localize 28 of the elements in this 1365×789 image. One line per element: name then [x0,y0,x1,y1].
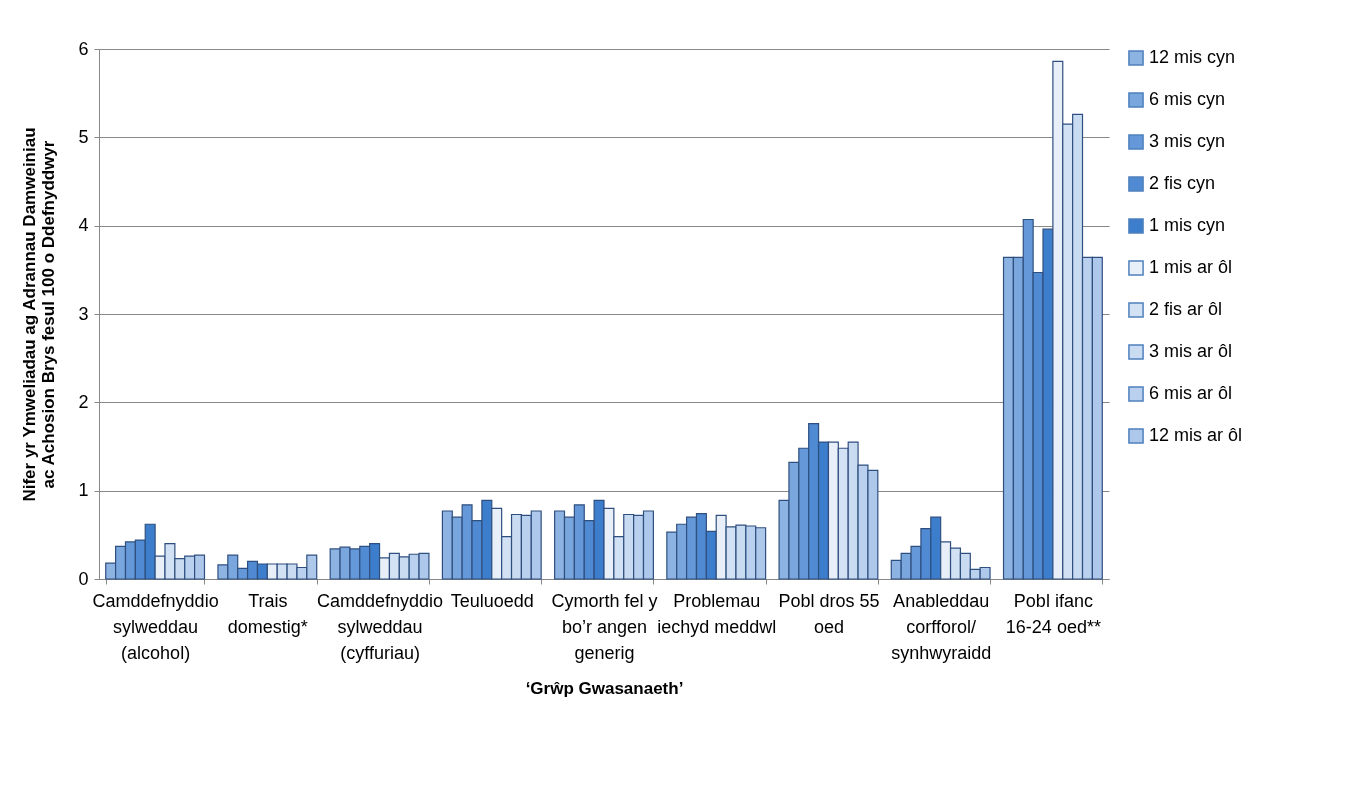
y-tick-label: 2 [78,391,89,412]
legend-label: 2 fis cyn [1149,173,1216,193]
x-tick-label: Camddefnyddio sylweddau (alcohol) [92,590,219,663]
x-tick-label: Camddefnyddio sylweddau (cyffuriau) [317,590,444,663]
legend-label: 2 fis ar ôl [1149,299,1223,319]
legend-label: 12 mis ar ôl [1149,425,1243,445]
x-tick-label: Pobl dros 55 oed [778,590,880,637]
legend-label: 1 mis cyn [1149,215,1226,235]
legend-label: 12 mis cyn [1149,47,1236,67]
x-axis-title: ‘Grŵp Gwasanaeth’ [525,678,684,698]
legend-label: 6 mis ar ôl [1149,383,1233,403]
x-tick-label: Cymorth fel y bo’r angen generig [551,590,658,663]
legend-label: 3 mis ar ôl [1149,341,1233,361]
y-tick-label: 3 [78,303,89,324]
y-tick-label: 1 [78,480,89,501]
x-tick-label: Anableddau corfforol/ synhwyraidd [891,590,992,663]
legend-label: 6 mis cyn [1149,89,1226,109]
y-tick-label: 4 [78,215,89,236]
x-tick-label: Teuluoedd [450,590,534,611]
y-tick-label: 6 [78,38,89,59]
x-tick-label: Problemau iechyd meddwl [657,590,777,637]
legend-label: 1 mis ar ôl [1149,257,1233,277]
y-axis-title: Nifer yr Ymweliadau ag Adrannau Damweiniau ac Achosion Brys fesul 100 o Ddefnyddwyr [20,127,59,502]
y-tick-label: 0 [78,568,89,589]
legend-label: 3 mis cyn [1149,131,1226,151]
x-tick-label: Pobl ifanc 16-24 oed** [1005,590,1101,637]
y-tick-label: 5 [78,126,89,147]
x-tick-label: Trais domestig* [227,590,308,637]
